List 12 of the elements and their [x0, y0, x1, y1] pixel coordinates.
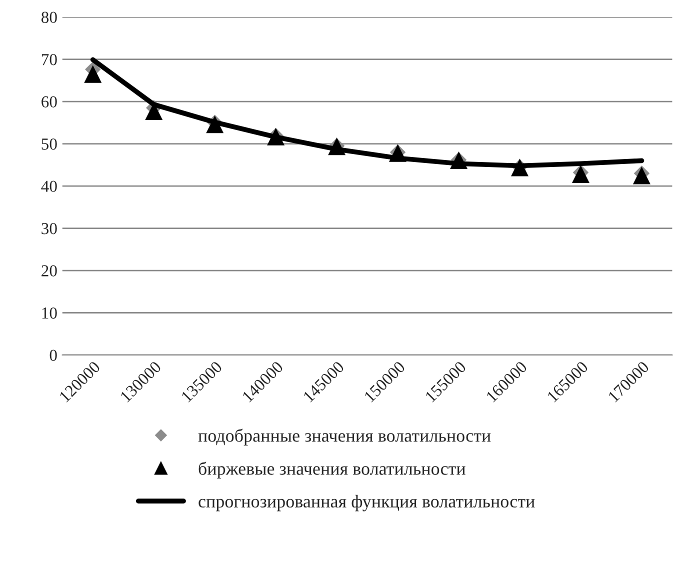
y-tick-label: 0 — [50, 350, 57, 361]
y-tick-label: 50 — [42, 138, 57, 150]
y-tick-label: 70 — [42, 54, 57, 66]
legend-label: спрогнозированная функция волатильности — [198, 494, 535, 512]
y-tick-label: 40 — [41, 180, 57, 192]
y-tick-label: 20 — [42, 265, 57, 276]
legend-label: биржевые значения волатильности — [198, 462, 466, 478]
y-tick-label: 60 — [42, 96, 57, 108]
y-tick-label: 10 — [42, 307, 57, 319]
y-tick-label: 30 — [42, 222, 57, 234]
y-tick-label: 80 — [41, 12, 57, 23]
legend-label: подобранные значения волатильности — [198, 428, 491, 446]
